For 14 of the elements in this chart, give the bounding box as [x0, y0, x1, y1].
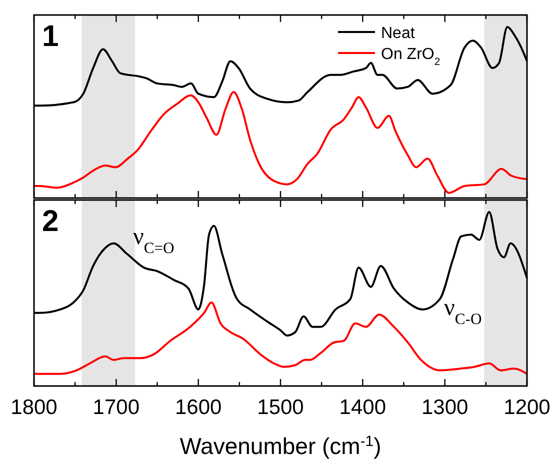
legend-label: On ZrO$_{2}$ — [381, 46, 440, 68]
annotation: ν$_{C=O}$ — [133, 224, 174, 256]
x-tick-label: 1400 — [339, 396, 386, 419]
x-tick-label: 1800 — [10, 396, 58, 419]
x-tick-label: 1500 — [257, 396, 304, 419]
x-tick-label: 1700 — [92, 396, 140, 419]
annotation: ν$_{C-O}$ — [444, 295, 482, 328]
annotation: 1 — [42, 20, 59, 53]
x-tick-label: 1600 — [174, 396, 222, 419]
x-tick-label: 1200 — [504, 396, 550, 419]
annotation: 2 — [42, 205, 59, 238]
legend-label: Neat — [381, 25, 416, 42]
x-axis-title: Wavenumber (cm$^{-1}$) — [180, 432, 382, 459]
x-tick-label: 1300 — [421, 396, 468, 419]
